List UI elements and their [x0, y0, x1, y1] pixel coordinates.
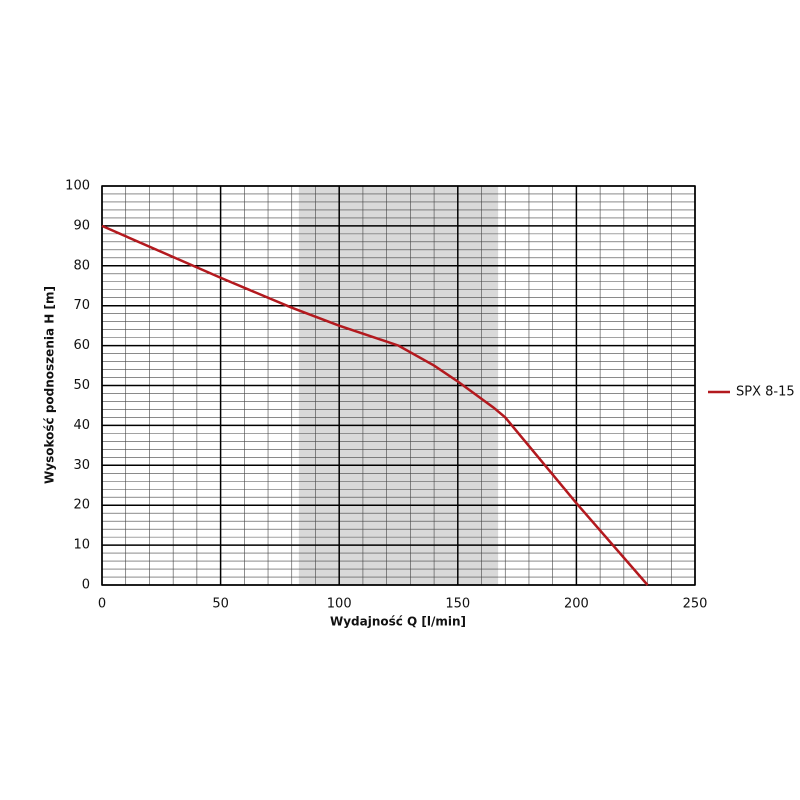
y-tick-label: 80: [73, 258, 90, 273]
y-tick-label: 90: [73, 218, 90, 233]
y-tick-label: 30: [73, 458, 90, 473]
y-tick-label: 100: [65, 179, 90, 194]
y-axis-label: Wysokość podnoszenia H [m]: [43, 286, 57, 484]
y-tick-label: 20: [73, 498, 90, 513]
x-tick-label: 0: [98, 597, 106, 612]
y-tick-label: 50: [73, 378, 90, 393]
plot-frame: [101, 185, 696, 586]
x-tick-label: 100: [327, 597, 352, 612]
y-tick-label: 10: [73, 538, 90, 553]
legend-label: SPX 8-15: [736, 385, 795, 400]
y-tick-label: 0: [82, 578, 90, 593]
data-line: [101, 224, 649, 586]
x-tick-label: 250: [683, 597, 708, 612]
x-tick-label: 200: [564, 597, 589, 612]
x-axis-label: Wydajność Q [l/min]: [330, 615, 466, 629]
x-tick-label: 150: [445, 597, 470, 612]
y-tick-label: 40: [73, 418, 90, 433]
y-tick-label: 60: [73, 338, 90, 353]
x-tick-label: 50: [212, 597, 229, 612]
y-tick-label: 70: [73, 298, 90, 313]
